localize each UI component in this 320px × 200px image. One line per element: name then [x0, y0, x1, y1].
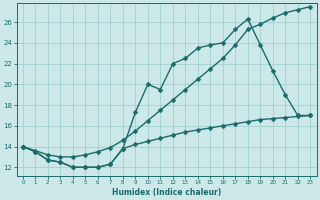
X-axis label: Humidex (Indice chaleur): Humidex (Indice chaleur): [112, 188, 221, 197]
